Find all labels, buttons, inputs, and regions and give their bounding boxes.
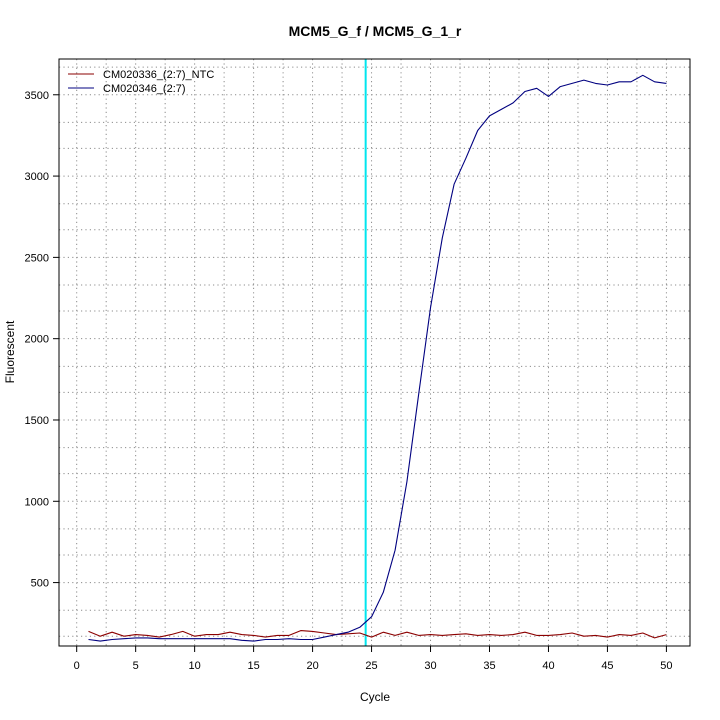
x-tick-label: 0 [74,660,80,672]
x-tick-label: 25 [365,660,377,672]
chart-title: MCM5_G_f / MCM5_G_1_r [289,23,462,39]
series-line-1 [88,630,667,639]
y-tick-label: 1000 [25,496,49,508]
x-tick-label: 5 [133,660,139,672]
y-tick-label: 1500 [25,415,49,427]
legend-label-1: CM020336_(2:7)_NTC [103,69,214,81]
x-axis-label: Cycle [360,690,390,704]
x-tick-label: 35 [483,660,495,672]
y-tick-label: 2500 [25,252,49,264]
plot-frame [58,58,691,647]
y-tick-label: 2000 [25,334,49,346]
x-tick-label: 30 [424,660,436,672]
y-tick-label: 500 [31,578,49,590]
x-tick-label: 45 [601,660,613,672]
legend: CM020336_(2:7)_NTC CM020346_(2:7) [68,69,214,95]
x-axis: 0 5 10 15 20 25 30 35 40 45 50 [74,646,673,672]
x-tick-label: 20 [306,660,318,672]
series-line-2 [88,74,667,642]
y-tick-label: 3500 [25,90,49,102]
y-tick-label: 3000 [25,171,49,183]
legend-label-2: CM020346_(2:7) [103,83,186,95]
y-axis: 500 1000 1500 2000 2500 3000 3500 [25,90,59,590]
x-tick-label: 50 [660,660,672,672]
x-tick-label: 40 [542,660,554,672]
series-lines [88,74,667,642]
x-tick-label: 15 [247,660,259,672]
y-axis-label: Fluorescent [3,320,17,383]
grid-lines [59,59,690,646]
x-tick-label: 10 [189,660,201,672]
